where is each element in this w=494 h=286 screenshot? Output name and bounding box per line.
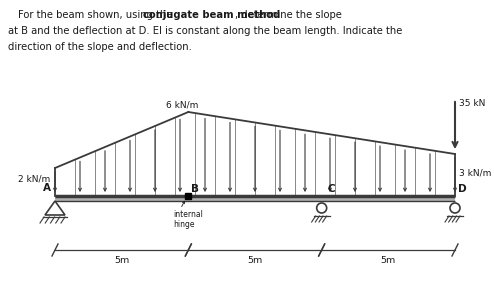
Text: A: A: [43, 183, 51, 193]
Text: 5m: 5m: [381, 256, 396, 265]
Text: 5m: 5m: [114, 256, 129, 265]
Polygon shape: [45, 201, 65, 215]
Text: direction of the slope and deflection.: direction of the slope and deflection.: [8, 42, 192, 52]
Text: , determine the slope: , determine the slope: [235, 10, 342, 20]
Text: 6 kN/m: 6 kN/m: [166, 100, 199, 109]
Circle shape: [450, 203, 460, 213]
Text: 3 kN/m: 3 kN/m: [459, 168, 492, 177]
Text: B: B: [191, 184, 200, 194]
Text: 35 kN: 35 kN: [459, 99, 486, 108]
Text: 2 kN/m: 2 kN/m: [18, 175, 50, 184]
Text: internal
hinge: internal hinge: [173, 210, 203, 229]
Text: C: C: [328, 184, 335, 194]
Text: conjugate beam method: conjugate beam method: [143, 10, 281, 20]
Text: D: D: [458, 184, 467, 194]
Polygon shape: [55, 196, 455, 201]
Text: For the beam shown, using the: For the beam shown, using the: [18, 10, 176, 20]
Text: 5m: 5m: [247, 256, 263, 265]
Circle shape: [317, 203, 327, 213]
Text: at B and the deflection at D. EI is constant along the beam length. Indicate the: at B and the deflection at D. EI is cons…: [8, 26, 403, 36]
